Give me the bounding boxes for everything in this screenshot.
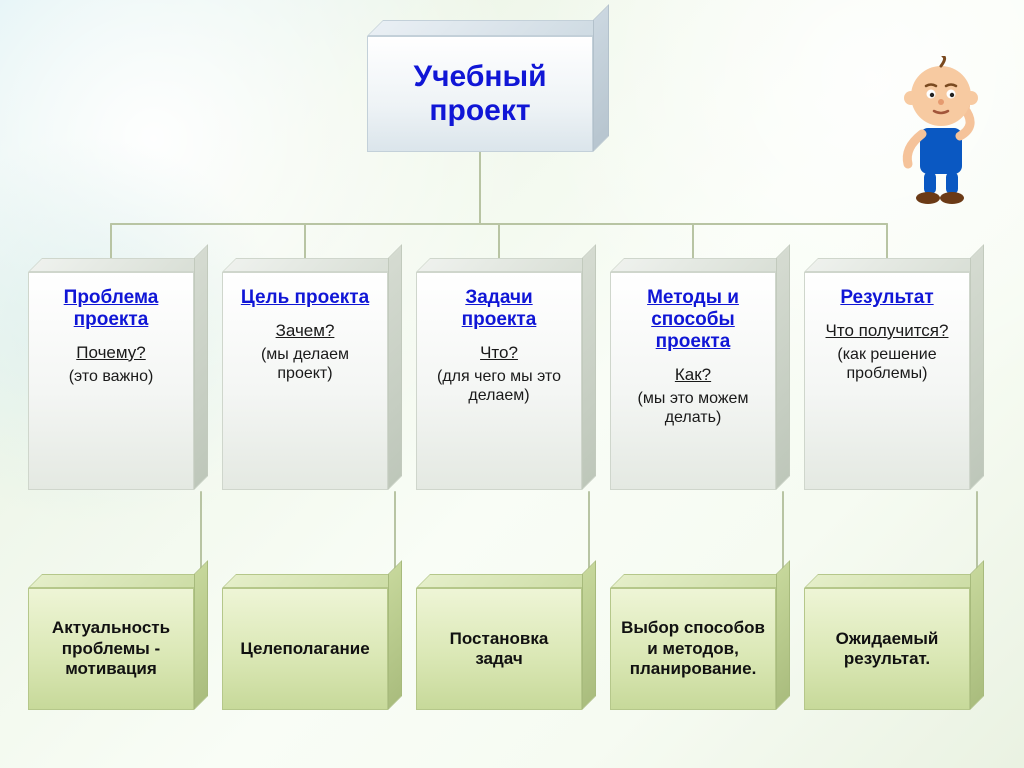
branch-question: Что?: [427, 343, 571, 363]
branch-question: Как?: [621, 365, 765, 385]
branch-face: Результат Что получится? (как решение пр…: [804, 272, 970, 490]
branch-node-methods: Методы и способы проекта Как? (мы это мо…: [610, 272, 776, 490]
branch-note: (для чего мы это делаем): [427, 367, 571, 405]
branch-question: Почему?: [39, 343, 183, 363]
branch-side-facet: [582, 244, 596, 490]
branch-face: Проблема проекта Почему? (это важно): [28, 272, 194, 490]
branch-note: (как решение проблемы): [815, 345, 959, 383]
result-face: Целеполагание: [222, 588, 388, 710]
branch-side-facet: [970, 244, 984, 490]
result-side-facet: [388, 560, 402, 710]
branch-top-facet: [416, 258, 596, 272]
branch-node-problem: Проблема проекта Почему? (это важно): [28, 272, 194, 490]
branch-title: Проблема проекта: [39, 287, 183, 331]
root-title: Учебный проект: [378, 60, 582, 129]
result-node-goalsetting: Целеполагание: [222, 588, 388, 710]
result-label: Постановка задач: [427, 629, 571, 670]
result-top-facet: [222, 574, 402, 588]
result-top-facet: [416, 574, 596, 588]
branch-node-goal: Цель проекта Зачем? (мы делаем проект): [222, 272, 388, 490]
branch-note: (мы делаем проект): [233, 345, 377, 383]
result-face: Ожидаемый результат.: [804, 588, 970, 710]
thinking-child-icon: [886, 56, 996, 211]
result-node-planning: Выбор способов и методов, планирование.: [610, 588, 776, 710]
branch-title: Цель проекта: [233, 287, 377, 309]
slide: Учебный проект Проблема проекта Почему? …: [0, 0, 1024, 768]
branch-question: Зачем?: [233, 321, 377, 341]
result-top-facet: [610, 574, 790, 588]
result-top-facet: [804, 574, 984, 588]
branch-top-facet: [610, 258, 790, 272]
branch-face: Цель проекта Зачем? (мы делаем проект): [222, 272, 388, 490]
branch-node-result: Результат Что получится? (как решение пр…: [804, 272, 970, 490]
branch-question: Что получится?: [815, 321, 959, 341]
branch-side-facet: [776, 244, 790, 490]
result-side-facet: [970, 560, 984, 710]
branch-title: Методы и способы проекта: [621, 287, 765, 353]
result-face: Постановка задач: [416, 588, 582, 710]
result-face: Актуальность проблемы - мотивация: [28, 588, 194, 710]
result-label: Ожидаемый результат.: [815, 629, 959, 670]
branch-node-tasks: Задачи проекта Что? (для чего мы это дел…: [416, 272, 582, 490]
branch-face: Задачи проекта Что? (для чего мы это дел…: [416, 272, 582, 490]
branch-top-facet: [28, 258, 208, 272]
root-node-face: Учебный проект: [367, 36, 593, 152]
result-face: Выбор способов и методов, планирование.: [610, 588, 776, 710]
result-node-relevance: Актуальность проблемы - мотивация: [28, 588, 194, 710]
root-node-side-facet: [593, 4, 609, 152]
branch-top-facet: [222, 258, 402, 272]
result-side-facet: [582, 560, 596, 710]
branch-side-facet: [194, 244, 208, 490]
result-node-expected: Ожидаемый результат.: [804, 588, 970, 710]
branch-note: (это важно): [39, 367, 183, 386]
branch-top-facet: [804, 258, 984, 272]
result-side-facet: [194, 560, 208, 710]
result-top-facet: [28, 574, 208, 588]
branch-title: Задачи проекта: [427, 287, 571, 331]
result-label: Выбор способов и методов, планирование.: [621, 618, 765, 679]
result-label: Актуальность проблемы - мотивация: [39, 618, 183, 679]
branch-face: Методы и способы проекта Как? (мы это мо…: [610, 272, 776, 490]
result-node-tasksetting: Постановка задач: [416, 588, 582, 710]
root-node-top-facet: [367, 20, 609, 36]
branch-title: Результат: [815, 287, 959, 309]
root-node: Учебный проект: [367, 36, 593, 152]
branch-side-facet: [388, 244, 402, 490]
branch-note: (мы это можем делать): [621, 389, 765, 427]
result-side-facet: [776, 560, 790, 710]
result-label: Целеполагание: [240, 639, 369, 659]
